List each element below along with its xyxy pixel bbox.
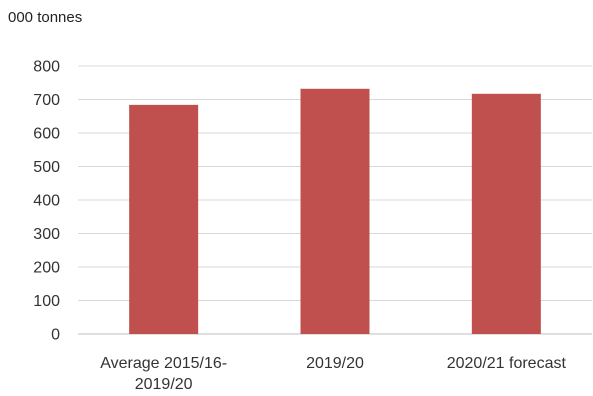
x-axis-categories: Average 2015/16-2019/20 2019/20 2020/21 fo… xyxy=(100,355,566,393)
y-tick-label: 300 xyxy=(33,226,60,243)
y-tick-label: 600 xyxy=(33,126,60,143)
x-category-label: Average 2015/16-2019/20 xyxy=(100,355,227,393)
bars xyxy=(129,88,541,335)
bar xyxy=(471,93,541,335)
y-tick-label: 700 xyxy=(33,92,60,109)
y-tick-label: 0 xyxy=(51,327,60,344)
y-axis-unit-label: 000 tonnes xyxy=(8,9,82,26)
y-tick-label: 200 xyxy=(33,260,60,277)
y-tick-label: 500 xyxy=(33,159,60,176)
y-tick-label: 800 xyxy=(33,59,60,76)
bar xyxy=(129,104,199,334)
y-axis-ticks: 0 100 200 300 400 500 600 700 800 xyxy=(33,59,60,344)
bar xyxy=(300,88,370,334)
x-category-label: 2020/21 forecast xyxy=(447,355,567,372)
y-tick-label: 100 xyxy=(33,293,60,310)
y-tick-label: 400 xyxy=(33,193,60,210)
x-category-label: 2019/20 xyxy=(306,355,364,372)
